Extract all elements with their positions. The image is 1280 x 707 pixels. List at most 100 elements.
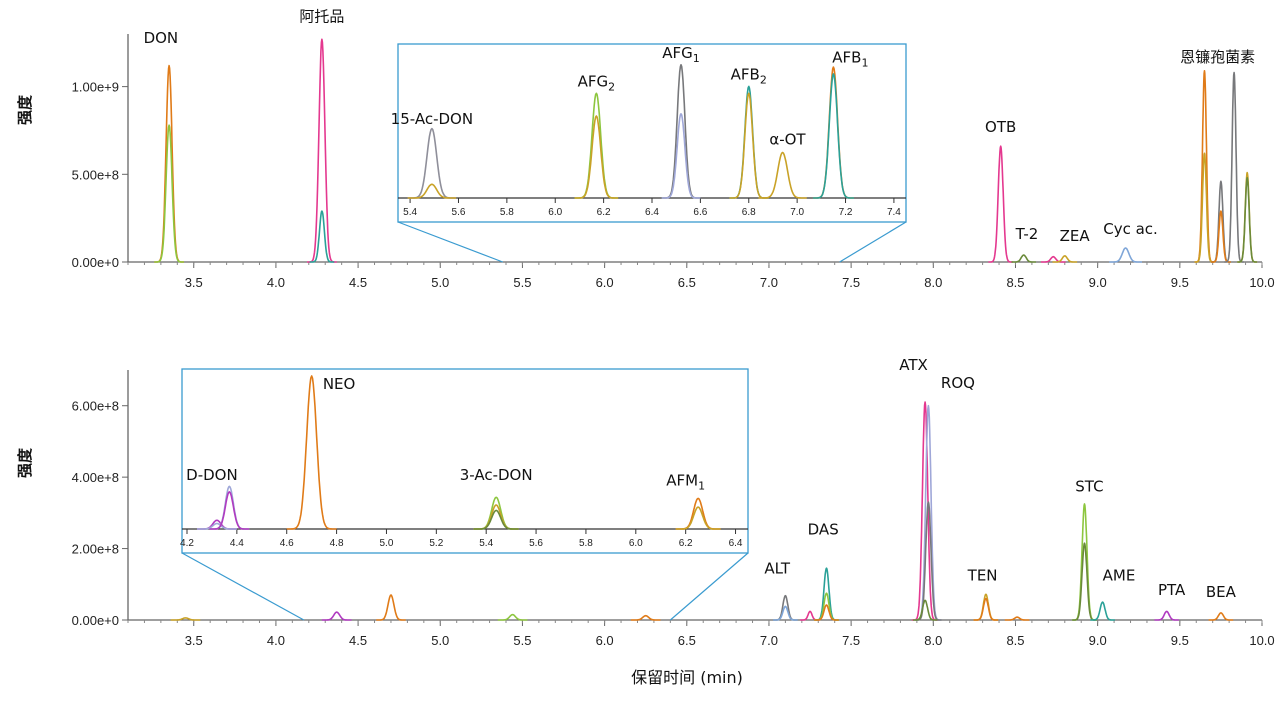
y-tick-label: 2.00e+8 xyxy=(72,542,119,557)
x-tick-label: 9.5 xyxy=(1171,275,1189,290)
chromatogram-peak xyxy=(813,604,840,621)
y-tick-label: 5.00e+8 xyxy=(72,167,119,182)
chromatogram-peak xyxy=(1004,616,1030,621)
x-tick-label: 10.0 xyxy=(1249,633,1274,648)
chromatogram-peak xyxy=(988,145,1014,263)
peak-label: DON xyxy=(144,29,179,47)
chromatogram-peak xyxy=(306,38,337,263)
inset-x-tick-label: 6.0 xyxy=(629,538,643,549)
y-tick-label: 0.00e+0 xyxy=(72,255,119,270)
peak-label: PTA xyxy=(1158,581,1186,599)
inset-peak-label: AFB2 xyxy=(731,66,767,87)
inset-x-tick-label: 5.4 xyxy=(479,538,493,549)
peak-label: TEN xyxy=(967,567,998,585)
peak-label: DAS xyxy=(808,520,839,538)
peak-label: 阿托品 xyxy=(299,8,344,26)
peak-label: ALT xyxy=(764,560,791,578)
inset-chromatogram-peak xyxy=(209,491,250,530)
inset-chromatogram-peak xyxy=(812,73,855,199)
chromatogram-peak xyxy=(1089,601,1116,621)
inset-x-tick-label: 5.0 xyxy=(380,538,394,549)
x-tick-label: 4.5 xyxy=(349,275,367,290)
y-axis-title: 强度 xyxy=(16,94,34,125)
inset-chromatogram-peak xyxy=(473,509,519,530)
chromatogram-peak xyxy=(1154,610,1180,621)
inset-chromatogram-peak xyxy=(286,375,337,530)
inset-peak-label: D-DON xyxy=(186,466,238,484)
chromatogram-peak xyxy=(1223,71,1245,263)
bottom-chromatogram-panel: 强度 3.5 4.0 4.5 5.0 5.5 6.0 6.5 7.0 7.5 8.0 8.5 9.0 9.… xyxy=(16,356,1275,648)
inset-chromatogram-peak xyxy=(407,183,457,199)
chromatogram-peak xyxy=(497,613,528,621)
inset-peak-label: NEO xyxy=(323,375,356,393)
y-tick-label: 4.00e+8 xyxy=(72,470,119,485)
x-tick-label: 8.5 xyxy=(1006,275,1024,290)
inset-x-tick-label: 7.2 xyxy=(839,207,853,218)
x-tick-label: 6.0 xyxy=(596,633,614,648)
peak-label: Cyc ac. xyxy=(1103,220,1158,238)
y-axis-title: 强度 xyxy=(16,447,34,478)
inset-chromatogram-peak xyxy=(758,151,807,199)
inset-x-tick-label: 6.8 xyxy=(742,207,756,218)
zoom-connector-left xyxy=(181,552,305,621)
y-tick-label: 1.00e+9 xyxy=(72,80,119,95)
x-tick-label: 8.0 xyxy=(924,633,942,648)
inset-x-tick-label: 5.6 xyxy=(529,538,543,549)
inset-chromatogram-peak xyxy=(574,115,619,199)
y-tick-label: 0.00e+0 xyxy=(72,613,119,628)
inset-peak-label: α-OT xyxy=(769,130,806,148)
peak-label: 恩镰孢菌素 xyxy=(1180,48,1255,66)
inset-x-tick-label: 4.8 xyxy=(330,538,344,549)
inset-x-tick-label: 4.2 xyxy=(180,538,194,549)
x-axis-title: 保留时间 (min) xyxy=(631,668,743,687)
inset-x-tick-label: 6.2 xyxy=(597,207,611,218)
chromatogram-peak xyxy=(1210,180,1232,263)
peak-label: AME xyxy=(1103,567,1136,585)
inset-frame xyxy=(181,368,749,554)
chromatogram-peak xyxy=(1071,542,1098,621)
top-chromatogram-panel: 强度 3.5 4.0 4.5 5.0 5.5 6.0 6.5 7.0 7.5 8.0 8.5 9.0 9.… xyxy=(16,8,1275,290)
inset-x-tick-label: 4.4 xyxy=(230,538,244,549)
chromatogram-peak xyxy=(1194,152,1215,263)
chromatogram-peak xyxy=(170,617,201,621)
x-tick-label: 7.0 xyxy=(760,275,778,290)
zoom-connector-right xyxy=(839,221,907,263)
x-tick-label: 9.0 xyxy=(1089,275,1107,290)
chromatogram-peak xyxy=(321,611,352,621)
inset-chromatogram-peak xyxy=(661,113,701,199)
x-tick-label: 6.5 xyxy=(678,275,696,290)
peak-label: T-2 xyxy=(1015,225,1039,243)
inset-peak-label: 15-Ac-DON xyxy=(391,110,473,128)
chromatogram-peak xyxy=(799,610,821,621)
chromatogram-peak xyxy=(1236,171,1258,263)
chromatogram-peak xyxy=(1071,503,1098,621)
inset-peak-label: AFG1 xyxy=(662,44,700,65)
inset-x-tick-label: 6.4 xyxy=(729,538,743,549)
x-tick-label: 9.0 xyxy=(1089,633,1107,648)
x-tick-label: 9.5 xyxy=(1171,633,1189,648)
inset-x-tick-label: 7.4 xyxy=(887,207,901,218)
inset-x-tick-label: 6.0 xyxy=(548,207,562,218)
peak-label: ZEA xyxy=(1060,227,1091,245)
y-tick-label: 6.00e+8 xyxy=(72,399,119,414)
chromatogram-peak xyxy=(154,124,185,263)
chromatogram-peak xyxy=(1108,247,1143,263)
chromatogram-peak xyxy=(1052,255,1078,263)
inset-x-tick-label: 5.8 xyxy=(579,538,593,549)
x-tick-label: 6.5 xyxy=(678,633,696,648)
inset-x-tick-label: 5.4 xyxy=(403,207,417,218)
x-tick-label: 8.0 xyxy=(924,275,942,290)
peak-label: OTB xyxy=(985,118,1016,136)
inset-chromatogram-peak xyxy=(196,522,237,530)
chromatogram-peak xyxy=(772,605,799,621)
inset-peak-label: 3-Ac-DON xyxy=(460,466,533,484)
x-tick-label: 4.5 xyxy=(349,633,367,648)
chromatogram-peak xyxy=(1040,255,1066,263)
zoom-connector-left xyxy=(397,221,503,263)
x-tick-label: 4.0 xyxy=(267,275,285,290)
inset-peak-label: AFG2 xyxy=(578,72,616,93)
x-tick-label: 3.5 xyxy=(185,633,203,648)
inset-x-tick-label: 6.2 xyxy=(679,538,693,549)
x-tick-label: 6.0 xyxy=(596,275,614,290)
peak-label: BEA xyxy=(1206,583,1237,601)
